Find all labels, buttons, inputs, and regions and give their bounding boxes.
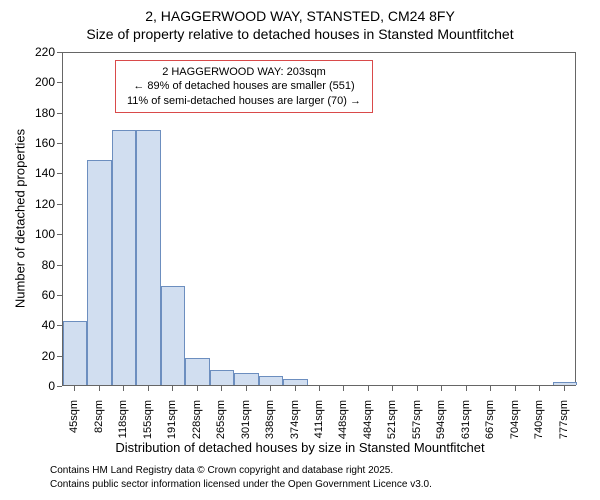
x-tick bbox=[466, 386, 467, 391]
y-tick bbox=[57, 234, 62, 235]
y-tick bbox=[57, 295, 62, 296]
footer-line2: Contains public sector information licen… bbox=[50, 478, 432, 492]
x-tick-label: 448sqm bbox=[337, 400, 349, 450]
x-tick-label: 191sqm bbox=[166, 400, 178, 450]
y-tick bbox=[57, 204, 62, 205]
x-tick bbox=[295, 386, 296, 391]
footer-line1: Contains HM Land Registry data © Crown c… bbox=[50, 464, 432, 478]
y-tick-label: 140 bbox=[27, 166, 55, 180]
histogram-bar bbox=[259, 376, 283, 385]
histogram-bar bbox=[161, 286, 185, 385]
histogram-bar bbox=[87, 160, 111, 385]
x-tick bbox=[270, 386, 271, 391]
x-tick-label: 118sqm bbox=[117, 400, 129, 450]
y-tick-label: 40 bbox=[27, 318, 55, 332]
x-tick bbox=[515, 386, 516, 391]
histogram-bar bbox=[283, 379, 307, 385]
histogram-bar bbox=[553, 382, 577, 385]
x-tick bbox=[564, 386, 565, 391]
y-tick bbox=[57, 356, 62, 357]
y-tick-label: 120 bbox=[27, 197, 55, 211]
chart-title-sub: Size of property relative to detached ho… bbox=[0, 24, 600, 42]
x-tick-label: 265sqm bbox=[215, 400, 227, 450]
y-tick-label: 80 bbox=[27, 258, 55, 272]
x-tick-label: 338sqm bbox=[264, 400, 276, 450]
histogram-bar bbox=[136, 130, 160, 385]
x-tick bbox=[197, 386, 198, 391]
x-tick-label: 777sqm bbox=[558, 400, 570, 450]
x-tick bbox=[368, 386, 369, 391]
x-tick bbox=[539, 386, 540, 391]
x-tick-label: 301sqm bbox=[240, 400, 252, 450]
x-tick bbox=[221, 386, 222, 391]
y-tick-label: 60 bbox=[27, 288, 55, 302]
x-tick-label: 228sqm bbox=[191, 400, 203, 450]
x-tick-label: 704sqm bbox=[509, 400, 521, 450]
y-axis-label: Number of detached properties bbox=[13, 119, 28, 319]
x-tick bbox=[123, 386, 124, 391]
x-tick bbox=[172, 386, 173, 391]
y-tick-label: 180 bbox=[27, 106, 55, 120]
y-tick-label: 20 bbox=[27, 349, 55, 363]
x-tick bbox=[490, 386, 491, 391]
footer: Contains HM Land Registry data © Crown c… bbox=[50, 464, 432, 492]
x-tick bbox=[417, 386, 418, 391]
callout-box: 2 HAGGERWOOD WAY: 203sqm ← 89% of detach… bbox=[115, 60, 373, 113]
x-tick-label: 484sqm bbox=[362, 400, 374, 450]
x-tick-label: 411sqm bbox=[313, 400, 325, 450]
x-tick-label: 374sqm bbox=[289, 400, 301, 450]
y-tick-label: 200 bbox=[27, 75, 55, 89]
y-tick-label: 0 bbox=[27, 379, 55, 393]
callout-line1: 2 HAGGERWOOD WAY: 203sqm bbox=[124, 65, 364, 79]
x-tick-label: 594sqm bbox=[435, 400, 447, 450]
y-tick bbox=[57, 82, 62, 83]
y-tick bbox=[57, 113, 62, 114]
chart-container: 2, HAGGERWOOD WAY, STANSTED, CM24 8FY Si… bbox=[0, 0, 600, 500]
x-tick-label: 155sqm bbox=[142, 400, 154, 450]
x-tick-label: 82sqm bbox=[93, 400, 105, 450]
histogram-bar bbox=[63, 321, 87, 385]
callout-line3: 11% of semi-detached houses are larger (… bbox=[124, 94, 364, 108]
y-tick bbox=[57, 52, 62, 53]
x-tick bbox=[441, 386, 442, 391]
histogram-bar bbox=[210, 370, 234, 385]
x-tick bbox=[148, 386, 149, 391]
x-tick-label: 631sqm bbox=[460, 400, 472, 450]
x-tick bbox=[74, 386, 75, 391]
x-tick-label: 521sqm bbox=[386, 400, 398, 450]
y-tick bbox=[57, 386, 62, 387]
histogram-bar bbox=[185, 358, 209, 385]
x-tick bbox=[392, 386, 393, 391]
chart-title-main: 2, HAGGERWOOD WAY, STANSTED, CM24 8FY bbox=[0, 0, 600, 24]
histogram-bar bbox=[112, 130, 136, 385]
y-tick-label: 100 bbox=[27, 227, 55, 241]
x-tick bbox=[343, 386, 344, 391]
x-tick bbox=[246, 386, 247, 391]
histogram-bar bbox=[234, 373, 258, 385]
y-tick-label: 220 bbox=[27, 45, 55, 59]
y-tick bbox=[57, 325, 62, 326]
y-tick-label: 160 bbox=[27, 136, 55, 150]
y-tick bbox=[57, 173, 62, 174]
x-tick bbox=[99, 386, 100, 391]
x-tick bbox=[319, 386, 320, 391]
y-tick bbox=[57, 143, 62, 144]
x-tick-label: 740sqm bbox=[533, 400, 545, 450]
x-tick-label: 557sqm bbox=[411, 400, 423, 450]
x-tick-label: 667sqm bbox=[484, 400, 496, 450]
y-tick bbox=[57, 265, 62, 266]
x-tick-label: 45sqm bbox=[68, 400, 80, 450]
callout-line2: ← 89% of detached houses are smaller (55… bbox=[124, 79, 364, 93]
